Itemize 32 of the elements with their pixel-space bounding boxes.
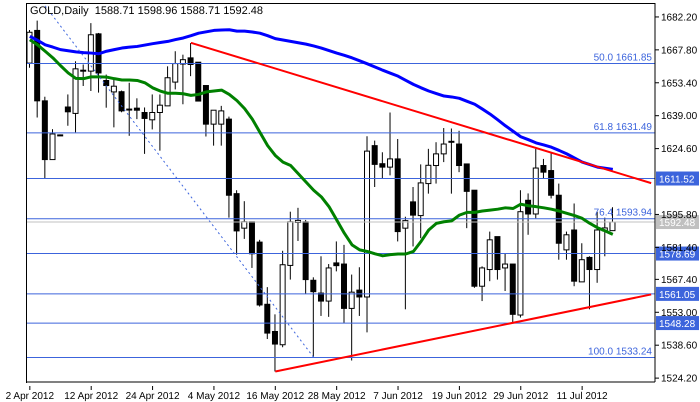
x-tick-label: 24 Apr 2012 — [126, 391, 180, 402]
candlestick — [310, 276, 316, 358]
ref-line-label: 100.0 1533.24 — [588, 346, 652, 358]
ref-line-label: 1611.52 — [659, 174, 695, 186]
x-tick-label: 16 May 2012 — [246, 391, 305, 402]
ref-line-label: 50.0 1661.85 — [594, 52, 652, 64]
x-tick-label: 12 Apr 2012 — [64, 391, 119, 402]
x-tick-label: 28 May 2012 — [308, 391, 366, 402]
y-tick-label: 1524.20 — [661, 374, 698, 385]
y-tick-label: 1653.40 — [661, 78, 698, 90]
x-tick-label: 29 Jun 2012 — [493, 391, 549, 402]
candlestick — [448, 128, 454, 194]
y-tick-label: 1667.80 — [661, 45, 698, 56]
y-tick-label: 1639.00 — [661, 111, 698, 122]
ref-line-label: 61.8 1631.49 — [594, 122, 652, 133]
y-tick-label: 1567.40 — [661, 274, 698, 286]
y-tick-label: 1538.60 — [661, 340, 698, 352]
line-series — [28, 28, 614, 171]
x-tick-label: 4 May 2012 — [188, 391, 240, 402]
candlestick — [402, 216, 408, 310]
x-tick-label: 11 Jul 2012 — [556, 391, 608, 402]
x-tick-label: 19 Jun 2012 — [432, 391, 488, 402]
ref-line-label: 1592.48 — [659, 218, 696, 230]
x-tick-label: 2 Apr 2012 — [6, 391, 54, 402]
candlestick — [134, 98, 140, 120]
y-tick-label: 1624.60 — [661, 144, 698, 156]
ref-line-label: 1548.28 — [659, 319, 696, 330]
chart-title: GOLD,Daily 1588.71 1598.96 1588.71 1592.48 — [30, 5, 264, 17]
ref-line-label: 1561.05 — [659, 290, 696, 301]
candlestick — [103, 74, 110, 108]
x-tick-label: 7 Jun 2012 — [373, 391, 424, 402]
y-tick-label: 1682.20 — [661, 12, 698, 24]
